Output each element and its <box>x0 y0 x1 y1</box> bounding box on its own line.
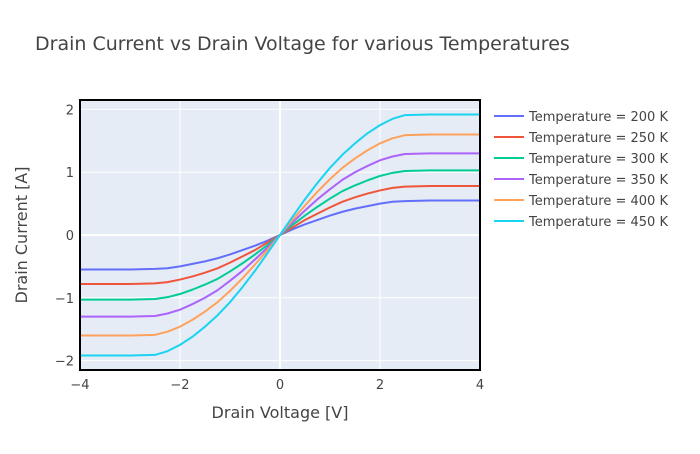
x-axis-title: Drain Voltage [V] <box>212 403 349 422</box>
plot-frame <box>79 99 481 371</box>
y-tick-label: −1 <box>55 292 74 307</box>
legend-item[interactable]: Temperature = 200 K <box>494 110 668 125</box>
y-tick-label: 2 <box>66 103 74 118</box>
legend-label: Temperature = 450 K <box>528 215 668 230</box>
y-tick-label: 1 <box>66 166 74 181</box>
legend-label: Temperature = 400 K <box>528 194 668 209</box>
x-tick-label: −2 <box>170 378 189 393</box>
x-tick-label: 0 <box>276 378 284 393</box>
legend-item[interactable]: Temperature = 400 K <box>494 194 668 209</box>
y-axis-title: Drain Current [A] <box>12 167 31 304</box>
series-line-6 <box>79 113 481 357</box>
y-tick-label: −2 <box>55 355 74 370</box>
legend-label: Temperature = 250 K <box>528 131 668 146</box>
y-tick-label: 0 <box>66 229 74 244</box>
chart-title: Drain Current vs Drain Voltage for vario… <box>35 33 570 55</box>
legend-item[interactable]: Temperature = 350 K <box>494 173 668 188</box>
legend-label: Temperature = 300 K <box>528 152 668 167</box>
legend-item[interactable]: Temperature = 450 K <box>494 215 668 230</box>
x-tick-label: 4 <box>476 378 484 393</box>
legend-item[interactable]: Temperature = 300 K <box>494 152 668 167</box>
legend-label: Temperature = 350 K <box>528 173 668 188</box>
x-axis-ticks: −4 −2 0 2 4 <box>70 378 484 393</box>
x-tick-label: 2 <box>376 378 384 393</box>
series-lines <box>79 113 481 357</box>
y-axis-ticks: −2 −1 0 1 2 <box>55 103 74 369</box>
legend-label: Temperature = 200 K <box>528 110 668 125</box>
legend-item[interactable]: Temperature = 250 K <box>494 131 668 146</box>
x-tick-label: −4 <box>70 378 89 393</box>
legend: Temperature = 200 K Temperature = 250 K Te… <box>494 110 668 230</box>
